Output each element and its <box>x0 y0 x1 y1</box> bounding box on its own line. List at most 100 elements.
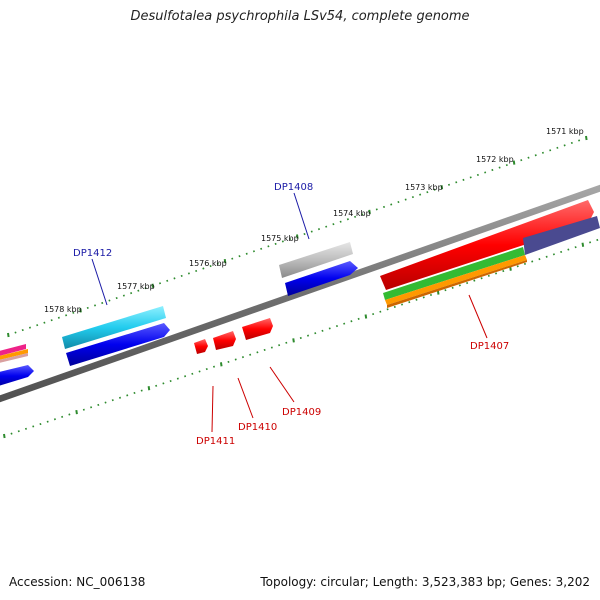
minor-tick <box>549 149 552 152</box>
major-tick <box>151 283 155 288</box>
minor-tick <box>57 316 60 319</box>
minor-tick <box>195 269 198 273</box>
minor-tick <box>50 319 53 322</box>
minor-tick <box>209 264 212 268</box>
minor-tick <box>426 191 429 194</box>
minor-tick <box>567 248 570 251</box>
minor-tick <box>72 311 75 314</box>
minor-tick <box>505 164 508 167</box>
minor-tick <box>491 168 494 172</box>
inner-ruler-ticks <box>3 238 599 439</box>
minor-tick <box>86 306 89 309</box>
minor-tick <box>314 332 317 335</box>
gene-dp1408[interactable] <box>279 242 358 296</box>
minor-tick <box>552 253 555 256</box>
minor-tick <box>108 299 111 302</box>
major-tick <box>7 332 10 338</box>
minor-tick <box>227 360 230 363</box>
minor-tick <box>263 348 266 352</box>
minor-tick <box>252 250 255 253</box>
gene-dp1410[interactable] <box>213 331 236 350</box>
minor-tick <box>216 262 219 265</box>
gene-dp1409[interactable] <box>242 318 273 340</box>
minor-tick <box>17 430 20 433</box>
minor-tick <box>21 328 24 332</box>
minor-tick <box>101 301 104 305</box>
minor-tick <box>187 272 190 275</box>
minor-tick <box>53 418 56 421</box>
minor-tick <box>205 367 208 371</box>
minor-tick <box>332 223 335 226</box>
minor-tick <box>447 183 451 186</box>
minor-tick <box>556 146 559 149</box>
minor-tick <box>574 246 577 249</box>
minor-tick <box>234 358 237 361</box>
minor-tick <box>422 296 425 299</box>
minor-tick <box>155 384 158 387</box>
minor-tick <box>162 382 165 385</box>
minor-tick <box>238 255 241 258</box>
minor-tick <box>202 267 205 270</box>
minor-tick <box>570 141 573 145</box>
ruler-label-1574: 1574 kbp <box>333 209 371 218</box>
minor-tick <box>104 401 107 404</box>
minor-tick <box>176 377 179 380</box>
minor-tick <box>372 313 375 316</box>
minor-tick <box>415 298 418 301</box>
minor-tick <box>455 181 458 184</box>
minor-tick <box>563 144 566 147</box>
minor-tick <box>451 286 454 289</box>
minor-tick <box>65 314 68 317</box>
minor-tick <box>578 139 581 142</box>
minor-tick <box>408 301 411 304</box>
minor-tick <box>523 262 527 265</box>
leader-dp1408 <box>293 192 310 240</box>
gene-dp1407[interactable] <box>380 200 600 308</box>
minor-tick <box>527 156 530 159</box>
gene-dp1411[interactable] <box>194 339 208 354</box>
minor-tick <box>339 220 342 223</box>
minor-tick <box>36 324 39 327</box>
minor-tick <box>133 391 136 395</box>
minor-tick <box>397 200 400 204</box>
minor-tick <box>270 346 273 349</box>
major-tick <box>147 386 151 391</box>
gene-left-partial[interactable] <box>0 344 34 387</box>
minor-tick <box>274 242 277 245</box>
major-tick <box>223 258 227 264</box>
minor-tick <box>198 370 201 373</box>
major-tick <box>75 409 78 415</box>
minor-tick <box>444 289 447 292</box>
minor-tick <box>400 303 404 306</box>
major-tick <box>581 242 585 247</box>
minor-tick <box>310 230 313 233</box>
minor-tick <box>541 151 544 154</box>
minor-tick <box>122 294 125 297</box>
minor-tick <box>111 399 114 402</box>
minor-tick <box>346 218 349 221</box>
minor-tick <box>303 232 306 236</box>
minor-tick <box>458 284 461 287</box>
minor-tick <box>278 344 281 347</box>
minor-tick <box>24 427 28 430</box>
ruler-label-1578: 1578 kbp <box>44 305 82 314</box>
minor-tick <box>589 241 592 244</box>
minor-tick <box>130 292 133 295</box>
minor-tick <box>531 260 534 263</box>
minor-tick <box>325 225 328 228</box>
major-tick <box>512 160 516 165</box>
minor-tick <box>480 277 483 280</box>
minor-tick <box>43 321 46 324</box>
gene-label-dp1407: DP1407 <box>470 341 509 352</box>
ruler-labels: 1571 kbp 1572 kbp 1573 kbp 1574 kbp 1575… <box>44 127 584 314</box>
ruler-label-1573: 1573 kbp <box>405 183 443 192</box>
topology-text: Topology: circular; Length: 3,523,383 bp… <box>260 575 590 589</box>
minor-tick <box>502 269 505 273</box>
minor-tick <box>386 308 389 311</box>
gene-dp1412[interactable] <box>62 306 170 366</box>
major-tick <box>368 209 371 215</box>
minor-tick <box>433 188 436 191</box>
minor-tick <box>350 320 353 323</box>
minor-tick <box>231 257 234 260</box>
